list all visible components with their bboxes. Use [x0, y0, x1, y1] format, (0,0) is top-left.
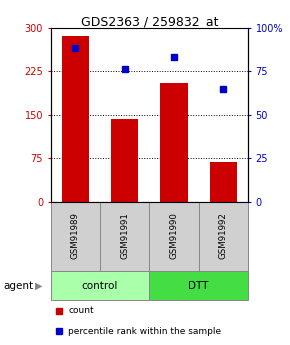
Text: GSM91992: GSM91992 — [219, 212, 228, 259]
Bar — [51, 202, 100, 272]
Bar — [160, 83, 188, 202]
Text: ▶: ▶ — [35, 281, 43, 291]
Text: percentile rank within the sample: percentile rank within the sample — [68, 327, 222, 336]
Text: GSM91991: GSM91991 — [120, 212, 129, 259]
Bar — [111, 119, 138, 202]
Bar — [62, 36, 89, 202]
Text: count: count — [68, 306, 94, 315]
Bar — [51, 272, 149, 300]
Title: GDS2363 / 259832_at: GDS2363 / 259832_at — [81, 14, 218, 28]
Bar — [199, 202, 248, 272]
Bar — [149, 272, 248, 300]
Text: GSM91990: GSM91990 — [169, 212, 179, 259]
Bar — [100, 202, 149, 272]
Text: agent: agent — [3, 281, 33, 291]
Bar — [210, 162, 237, 202]
Text: DTT: DTT — [188, 281, 209, 291]
Text: GSM91989: GSM91989 — [71, 212, 80, 259]
Bar — [149, 202, 199, 272]
Text: control: control — [82, 281, 118, 291]
